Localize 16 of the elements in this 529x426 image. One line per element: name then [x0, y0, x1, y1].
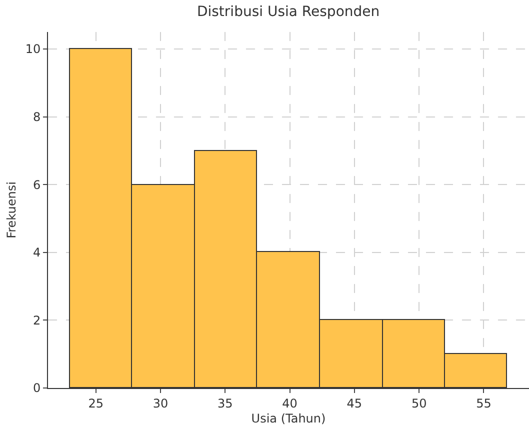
y-tick-label: 4: [32, 246, 41, 260]
x-axis-title: Usia (Tahun): [251, 411, 326, 426]
x-tick-label: 55: [476, 396, 492, 410]
x-tick-label: 40: [282, 396, 298, 410]
y-tick-label: 8: [32, 110, 41, 124]
y-tick-label: 0: [32, 381, 41, 396]
x-tick-label: 45: [346, 396, 362, 410]
y-tick-label: 6: [32, 178, 41, 192]
x-tick-label: 50: [411, 396, 427, 410]
chart-title: Distribusi Usia Responden: [196, 4, 380, 20]
x-tick-label: 25: [88, 396, 104, 410]
y-axis-title: Frekuensi: [4, 182, 19, 238]
x-tick-label: 30: [152, 396, 168, 410]
x-tick-label: 35: [218, 396, 233, 410]
y-tick-label: 2: [32, 313, 41, 328]
y-tick-label: 10: [25, 42, 41, 56]
